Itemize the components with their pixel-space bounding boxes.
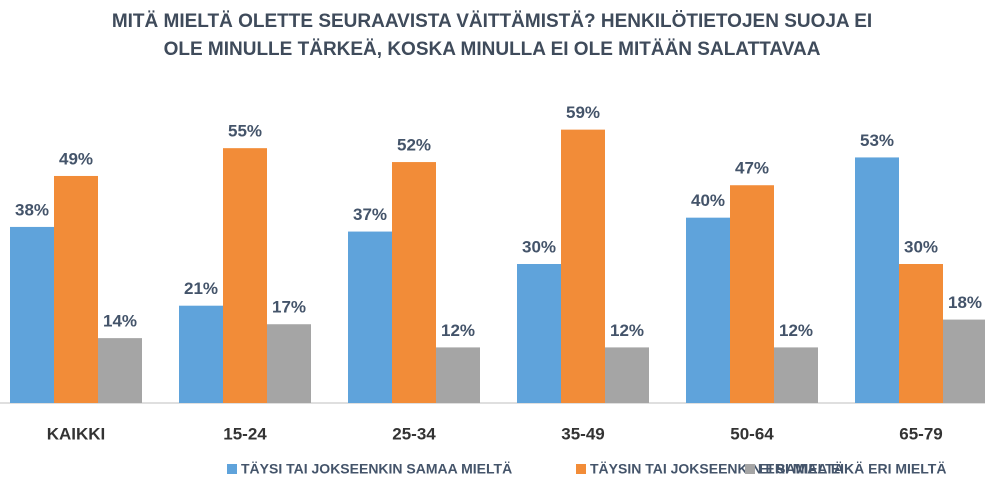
value-label: 18% [948, 293, 982, 312]
value-label: 17% [272, 298, 306, 317]
x-tick-label: 35-49 [561, 424, 604, 443]
value-label: 30% [904, 237, 938, 256]
bar [943, 319, 985, 403]
value-label: 40% [691, 191, 725, 210]
value-label: 12% [779, 321, 813, 340]
bar [267, 324, 311, 403]
value-label: 12% [441, 321, 475, 340]
bar [561, 129, 605, 403]
value-label: 52% [397, 136, 431, 155]
bar [730, 185, 774, 403]
bar [605, 347, 649, 403]
legend-swatch [745, 464, 755, 474]
legend-swatch [576, 464, 586, 474]
legend-label: TÄYSI TAI JOKSEENKIN SAMAA MIELTÄ [241, 461, 512, 477]
value-label: 53% [860, 131, 894, 150]
x-tick-label: 50-64 [730, 424, 774, 443]
bar [899, 264, 943, 403]
bar [348, 231, 392, 403]
value-label: 37% [353, 205, 387, 224]
x-tick-label: 65-79 [899, 424, 942, 443]
x-tick-label: KAIKKI [47, 424, 106, 443]
value-label: 59% [566, 103, 600, 122]
bar [179, 305, 223, 403]
value-label: 47% [735, 159, 769, 178]
bar [54, 175, 98, 403]
bar [436, 347, 480, 403]
bar [686, 217, 730, 403]
bar [392, 162, 436, 403]
bar [98, 338, 142, 403]
value-label: 12% [610, 321, 644, 340]
x-tick-label: 25-34 [392, 424, 436, 443]
legend-swatch [227, 464, 237, 474]
legend-label: TÄYSIN TAI JOKSEENKIN ERI MIELTÄ [590, 461, 844, 477]
bar [517, 264, 561, 403]
chart-title: MITÄ MIELTÄ OLETTE SEURAAVISTA VÄITTÄMIS… [112, 11, 872, 32]
value-label: 55% [228, 122, 262, 141]
value-label: 14% [103, 312, 137, 331]
x-tick-label: 15-24 [223, 424, 267, 443]
chart-title: OLE MINULLE TÄRKEÄ, KOSKA MINULLA EI OLE… [164, 39, 821, 60]
legend-label: EI SAMAA EIKÄ ERI MIELTÄ [759, 461, 946, 477]
bar [10, 226, 54, 403]
bar [774, 347, 818, 403]
bar [223, 148, 267, 403]
bar [855, 157, 899, 403]
value-label: 21% [184, 279, 218, 298]
value-label: 38% [15, 200, 49, 219]
value-label: 49% [59, 149, 93, 168]
value-label: 30% [522, 237, 556, 256]
